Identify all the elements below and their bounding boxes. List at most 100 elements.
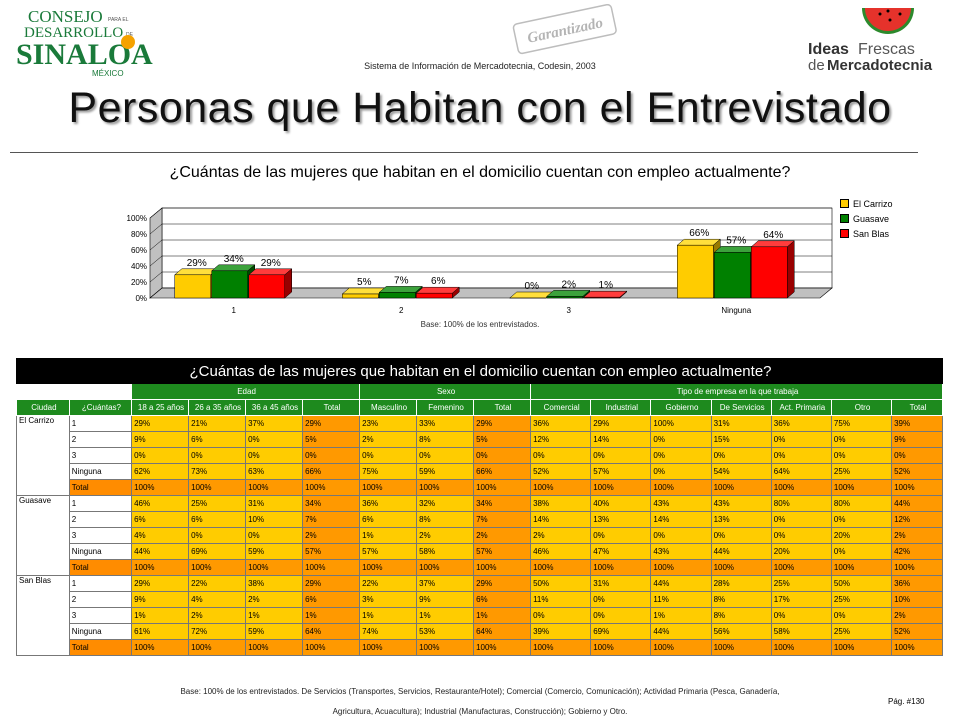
response-label: 2	[69, 592, 131, 608]
table-cell: 100%	[132, 480, 189, 496]
table-cell: 7%	[303, 512, 360, 528]
table-cell: 0%	[417, 448, 474, 464]
table-cell: 0%	[591, 592, 651, 608]
data-label: 1%	[599, 280, 614, 291]
table-cell: 0%	[246, 528, 303, 544]
table-cell: 0%	[651, 432, 711, 448]
table-cell: 62%	[132, 464, 189, 480]
table-cell: 29%	[303, 416, 360, 432]
table-cell: 47%	[591, 544, 651, 560]
table-cell: 100%	[591, 640, 651, 656]
bar	[547, 296, 583, 298]
table-cell: 2%	[474, 528, 531, 544]
data-label: 64%	[763, 230, 783, 241]
table-cell: 100%	[474, 560, 531, 576]
table-cell: 59%	[246, 624, 303, 640]
table-cell: 29%	[132, 416, 189, 432]
table-cell: 0%	[189, 448, 246, 464]
table-cell: 61%	[132, 624, 189, 640]
response-label: 1	[69, 496, 131, 512]
table-cell: 0%	[771, 448, 831, 464]
table-cell: 50%	[531, 576, 591, 592]
table-cell: 15%	[711, 432, 771, 448]
table-cell: 36%	[771, 416, 831, 432]
column-header: Total	[892, 400, 943, 416]
table-cell: 46%	[132, 496, 189, 512]
y-tick-label: 60%	[131, 246, 147, 255]
table-cell: 53%	[417, 624, 474, 640]
table-cell: 38%	[531, 496, 591, 512]
data-label: 0%	[525, 281, 540, 292]
table-cell: 6%	[132, 512, 189, 528]
table-cell: 100%	[531, 640, 591, 656]
table-cell: 100%	[132, 640, 189, 656]
table-cell: 28%	[711, 576, 771, 592]
bar-top	[379, 286, 422, 292]
table-cell: 34%	[303, 496, 360, 512]
table-cell: 2%	[892, 528, 943, 544]
table-cell: 100%	[360, 480, 417, 496]
y-tick-label: 100%	[127, 214, 147, 223]
bar	[714, 252, 750, 298]
table-cell: 25%	[771, 576, 831, 592]
table-cell: 100%	[591, 560, 651, 576]
bar	[584, 297, 620, 298]
table-cell: 100%	[360, 560, 417, 576]
table-cell: 100%	[303, 640, 360, 656]
table-cell: 0%	[651, 464, 711, 480]
table-cell: 100%	[417, 640, 474, 656]
y-tick-label: 40%	[131, 262, 147, 271]
table-cell: 36%	[360, 496, 417, 512]
data-label: 57%	[726, 235, 746, 246]
table-cell: 6%	[303, 592, 360, 608]
y-tick-label: 20%	[131, 278, 147, 287]
legend-swatch	[840, 199, 849, 208]
table-cell: 0%	[651, 448, 711, 464]
table-cell: 43%	[651, 496, 711, 512]
page-number: Pág. #130	[888, 697, 924, 706]
bar-top	[751, 241, 794, 247]
table-cell: 38%	[246, 576, 303, 592]
city-label: Guasave	[17, 496, 70, 576]
table-cell: 29%	[591, 416, 651, 432]
table-cell: 0%	[711, 448, 771, 464]
legend-label: Guasave	[853, 214, 889, 224]
table-cell: 0%	[360, 448, 417, 464]
table-cell: 0%	[831, 512, 891, 528]
table-cell: 75%	[831, 416, 891, 432]
table-cell: 0%	[771, 512, 831, 528]
bar-top	[547, 290, 590, 296]
table-cell: 2%	[246, 592, 303, 608]
table-cell: 39%	[531, 624, 591, 640]
city-label: El Carrizo	[17, 416, 70, 496]
table-cell: 100%	[246, 480, 303, 496]
table-cell: 9%	[132, 432, 189, 448]
x-tick-label: Ninguna	[721, 306, 751, 315]
table-cell: 56%	[711, 624, 771, 640]
bar-top	[510, 292, 553, 298]
response-label: 3	[69, 608, 131, 624]
data-label: 5%	[357, 277, 372, 288]
bar-top	[342, 288, 385, 294]
table-cell: 44%	[711, 544, 771, 560]
table-cell: 75%	[360, 464, 417, 480]
table-cell: 9%	[417, 592, 474, 608]
data-label: 7%	[394, 275, 409, 286]
table-cell: 10%	[892, 592, 943, 608]
bar-top	[677, 239, 720, 245]
logo-line1b: PARA EL	[108, 17, 129, 23]
table-title-row: ¿Cuántas de las mujeres que habitan en e…	[17, 359, 943, 384]
table-cell: 2%	[189, 608, 246, 624]
bar	[175, 275, 211, 298]
table-cell: 13%	[711, 512, 771, 528]
column-header: Masculino	[360, 400, 417, 416]
table-cell: 1%	[246, 608, 303, 624]
table-cell: 8%	[711, 608, 771, 624]
response-label: 1	[69, 576, 131, 592]
